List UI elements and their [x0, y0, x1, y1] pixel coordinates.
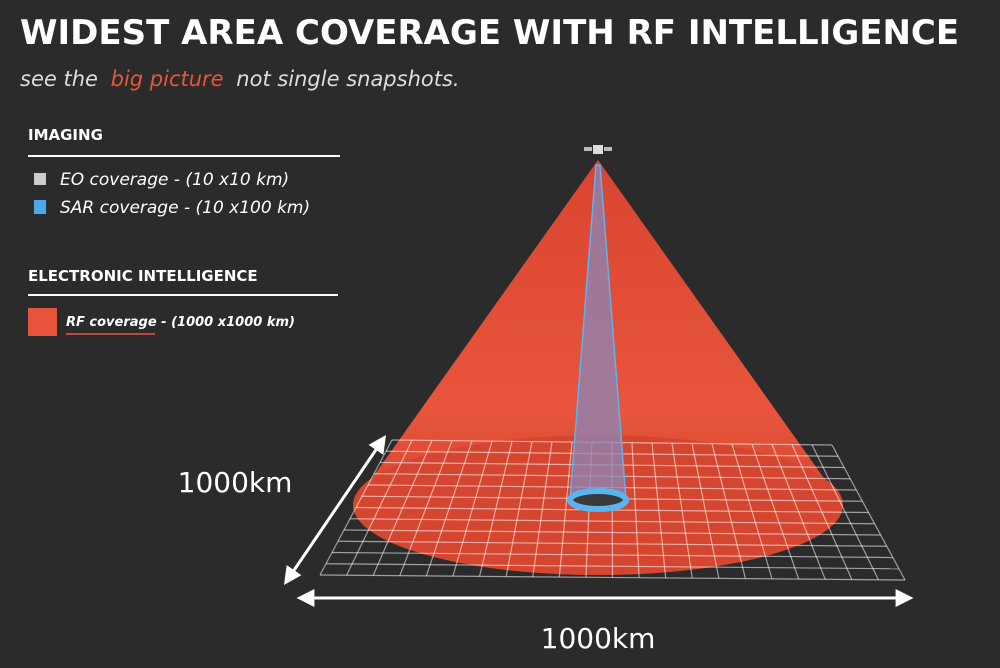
- grid-line: [831, 444, 906, 581]
- grid-line: [631, 442, 640, 578]
- grid-line: [425, 440, 473, 577]
- rf-swatch: [28, 308, 57, 336]
- grid-line: [399, 440, 453, 576]
- grid-line: [532, 441, 553, 577]
- grid-line: [505, 441, 533, 577]
- legend-item: EO coverage - (10 x10 km): [60, 170, 289, 190]
- grid-line: [791, 444, 853, 580]
- subtitle-part: see the: [20, 67, 98, 91]
- coverage-scene: 1000km 1000km: [178, 145, 914, 655]
- title: WIDEST AREA COVERAGE WITH RF INTELLIGENC…: [20, 13, 959, 53]
- grid-line: [811, 444, 879, 581]
- width-label: 1000km: [541, 622, 656, 655]
- depth-arrow: [283, 435, 387, 585]
- subtitle-highlight: big picture: [111, 67, 224, 91]
- grid-line: [731, 443, 773, 580]
- legend: IMAGING EO coverage - (10 x10 km) SAR co…: [28, 126, 340, 336]
- legend-heading: ELECTRONIC INTELLIGENCE: [28, 267, 258, 285]
- satellite: [584, 145, 612, 154]
- subtitle-part: not single snapshots.: [236, 67, 459, 91]
- depth-label: 1000km: [178, 466, 293, 499]
- grid-line: [478, 441, 513, 577]
- sar-footprint: [567, 488, 629, 512]
- grid-line: [651, 442, 667, 579]
- grid-line: [771, 444, 826, 580]
- grid-line: [671, 443, 693, 579]
- grid-line: [691, 443, 720, 579]
- grid-line: [452, 440, 493, 577]
- sar-swatch: [34, 200, 46, 214]
- grid-line: [751, 443, 800, 580]
- legend-heading: IMAGING: [28, 126, 103, 144]
- legend-item: RF coverage - (1000 x1000 km): [66, 315, 295, 330]
- subtitle: see the big picture not single snapshots…: [20, 67, 460, 91]
- grid-line: [711, 443, 747, 579]
- legend-item: SAR coverage - (10 x100 km): [60, 198, 310, 218]
- grid-line: [558, 441, 573, 578]
- eo-swatch: [34, 173, 46, 185]
